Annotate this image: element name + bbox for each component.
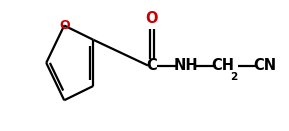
Text: CH: CH bbox=[211, 58, 234, 73]
Text: O: O bbox=[145, 11, 158, 26]
Text: NH: NH bbox=[174, 58, 199, 73]
Text: CN: CN bbox=[253, 58, 276, 73]
Text: O: O bbox=[59, 19, 70, 32]
Text: 2: 2 bbox=[230, 72, 237, 82]
Text: C: C bbox=[146, 58, 157, 73]
